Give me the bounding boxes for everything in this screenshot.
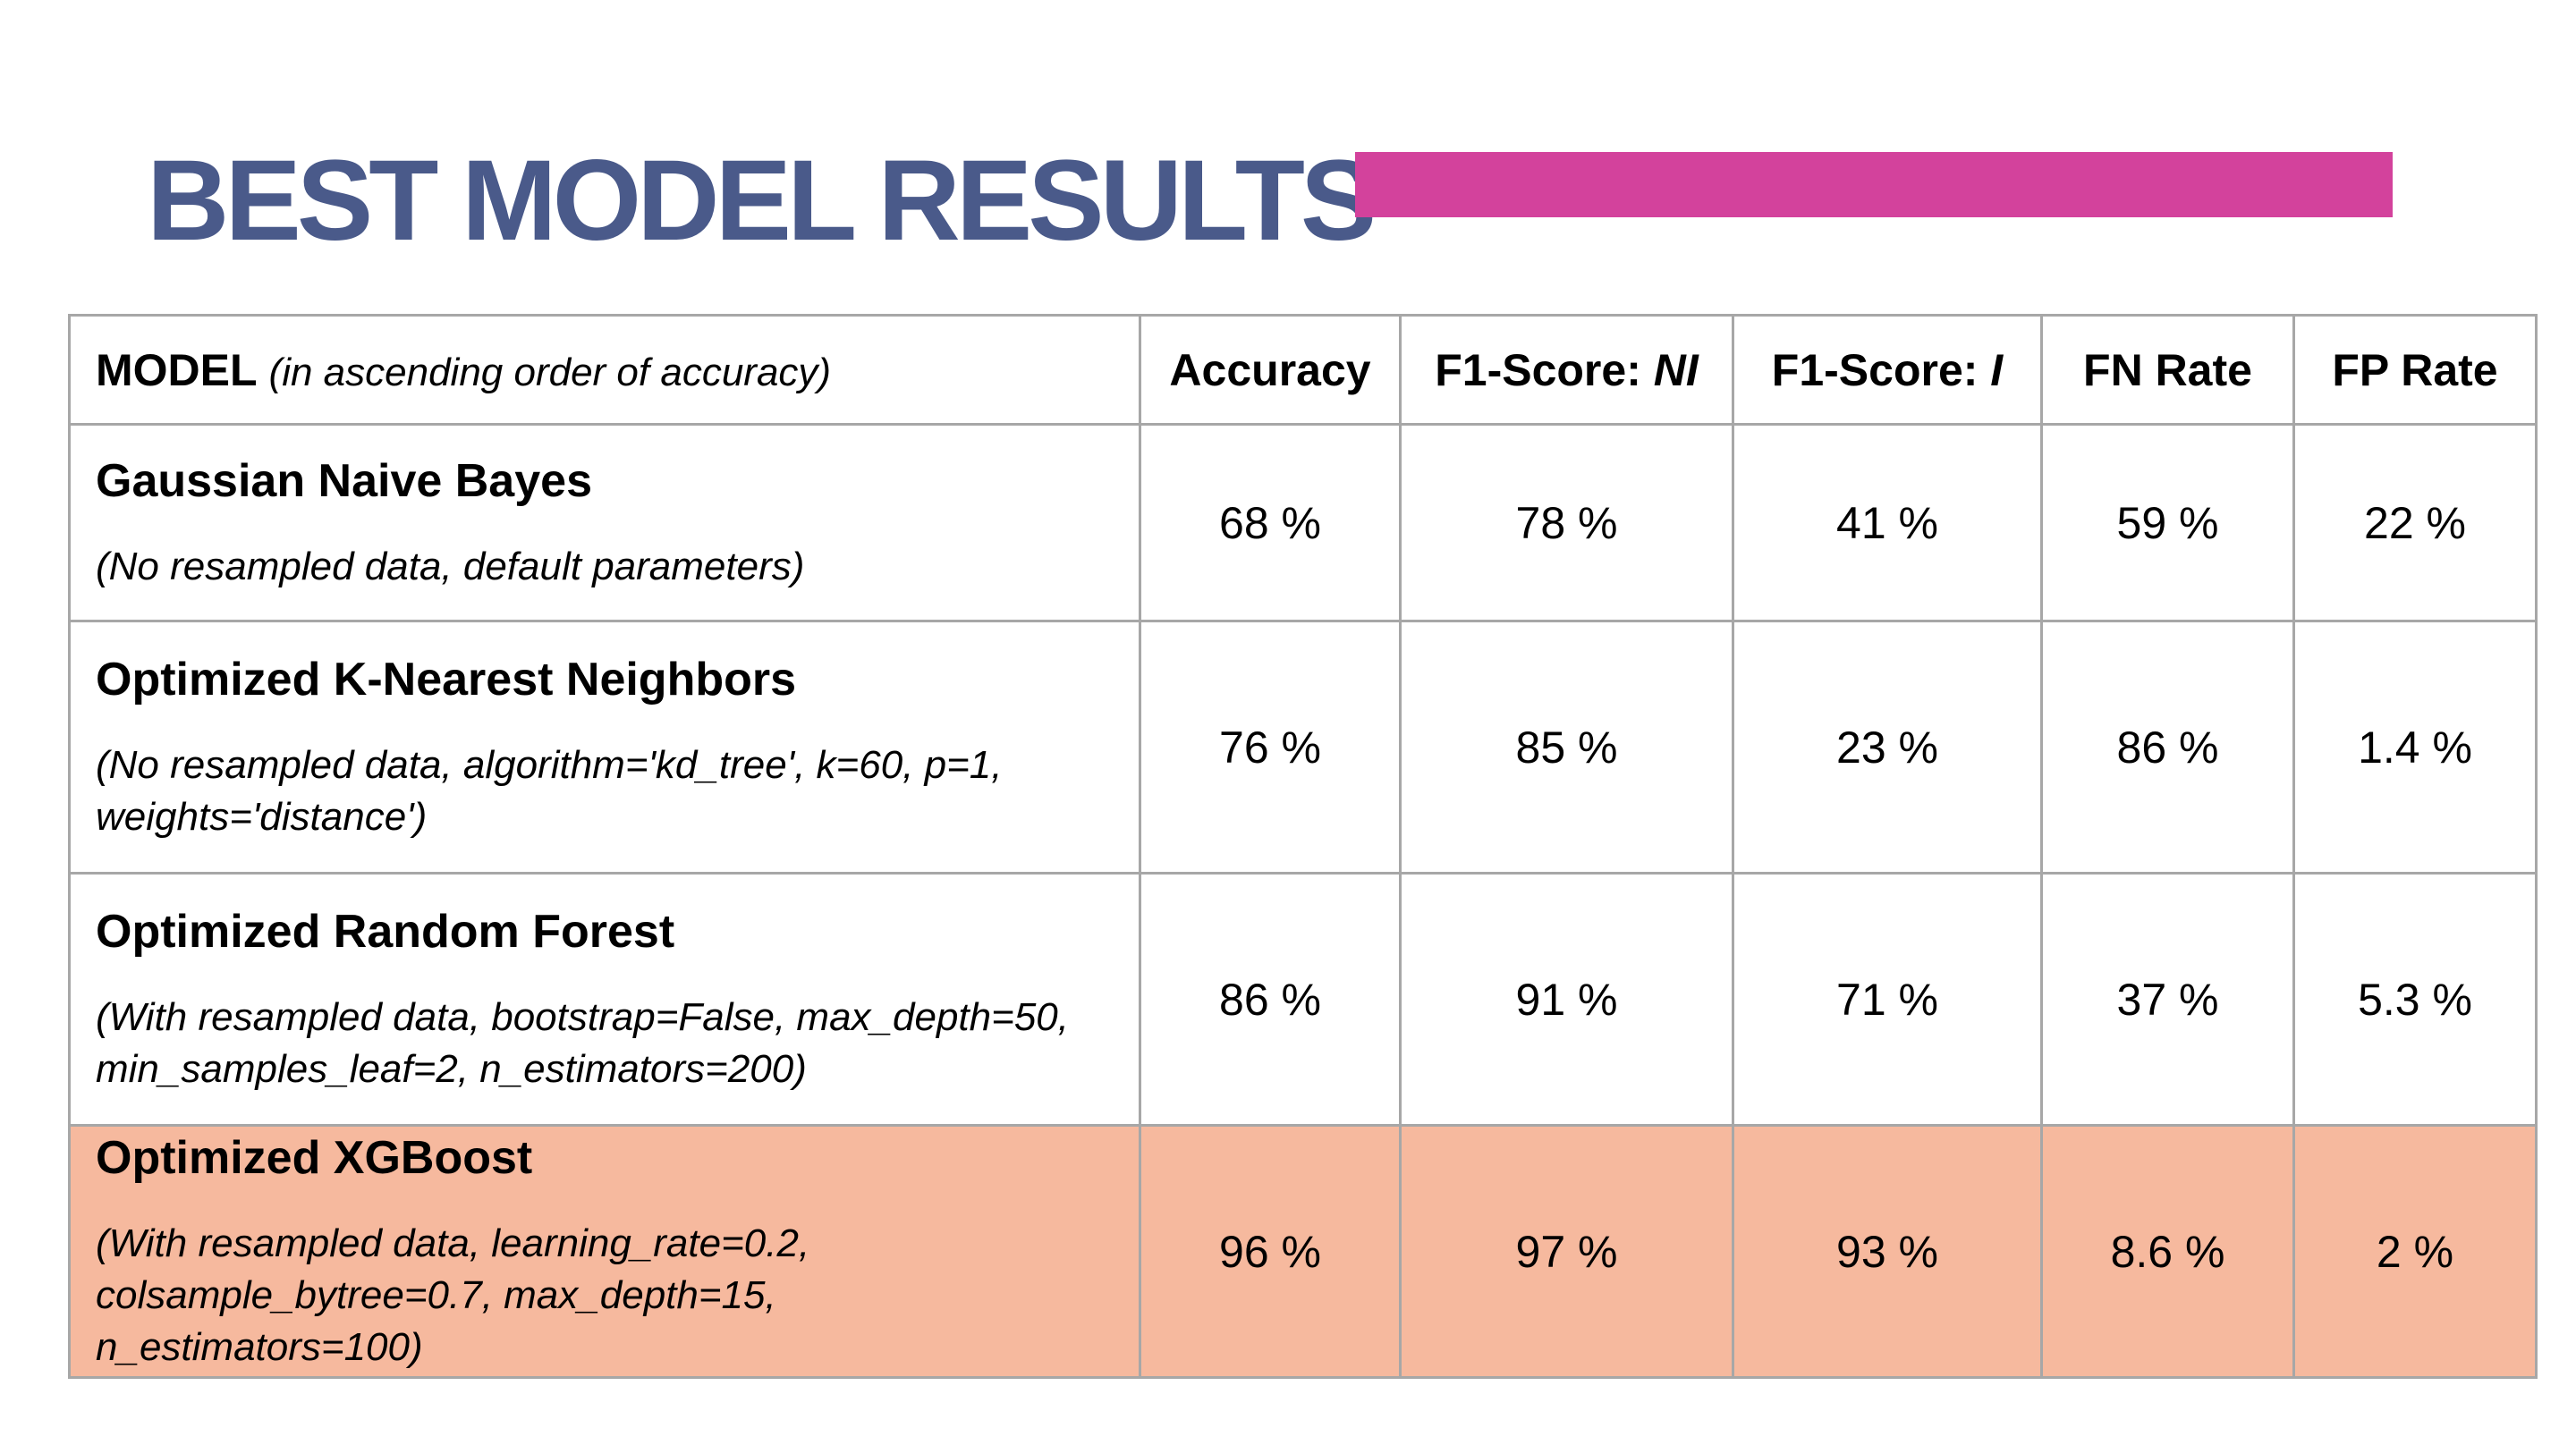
f1-ni-cell: 78 % bbox=[1399, 423, 1734, 622]
table-row: Optimized Random Forest (With resampled … bbox=[68, 872, 2538, 1127]
header-model: MODEL (in ascending order of accuracy) bbox=[68, 314, 1141, 426]
f1-i-cell: 41 % bbox=[1732, 423, 2043, 622]
f1-ni-cell: 97 % bbox=[1399, 1124, 1734, 1379]
header-row: MODEL (in ascending order of accuracy) A… bbox=[68, 314, 2538, 426]
fn-rate-cell: 86 % bbox=[2040, 620, 2295, 875]
fn-rate-cell: 37 % bbox=[2040, 872, 2295, 1127]
header-f1-ni-class: NI bbox=[1653, 344, 1699, 395]
model-cell: Optimized K-Nearest Neighbors (No resamp… bbox=[68, 620, 1141, 875]
header-accuracy: Accuracy bbox=[1139, 314, 1402, 426]
model-name: Optimized K-Nearest Neighbors bbox=[96, 653, 797, 706]
model-cell: Gaussian Naive Bayes (No resampled data,… bbox=[68, 423, 1141, 622]
fp-rate-cell: 5.3 % bbox=[2292, 872, 2538, 1127]
header-f1-ni: F1-Score: NI bbox=[1399, 314, 1734, 426]
header-fn-rate: FN Rate bbox=[2040, 314, 2295, 426]
table-row-highlighted: Optimized XGBoost (With resampled data, … bbox=[68, 1124, 2538, 1379]
header-f1-ni-prefix: F1-Score: bbox=[1435, 344, 1654, 395]
fn-rate-cell: 8.6 % bbox=[2040, 1124, 2295, 1379]
model-name: Optimized Random Forest bbox=[96, 905, 675, 958]
fn-rate-cell: 59 % bbox=[2040, 423, 2295, 622]
model-params: (With resampled data, bootstrap=False, m… bbox=[96, 994, 1069, 1091]
header-fp-rate: FP Rate bbox=[2292, 314, 2538, 426]
header-model-note: (in ascending order of accuracy) bbox=[268, 350, 832, 394]
header-f1-i-class: I bbox=[1990, 344, 2004, 395]
table-row: Gaussian Naive Bayes (No resampled data,… bbox=[68, 423, 2538, 622]
accuracy-cell: 68 % bbox=[1139, 423, 1402, 622]
accuracy-cell: 96 % bbox=[1139, 1124, 1402, 1379]
accent-bar bbox=[1355, 152, 2393, 217]
slide-title: BEST MODEL RESULTS bbox=[147, 137, 1377, 265]
fp-rate-cell: 22 % bbox=[2292, 423, 2538, 622]
model-cell: Optimized XGBoost (With resampled data, … bbox=[68, 1124, 1141, 1379]
fp-rate-cell: 2 % bbox=[2292, 1124, 2538, 1379]
model-name: Optimized XGBoost bbox=[96, 1131, 533, 1184]
accuracy-cell: 76 % bbox=[1139, 620, 1402, 875]
model-cell: Optimized Random Forest (With resampled … bbox=[68, 872, 1141, 1127]
header-f1-i-prefix: F1-Score: bbox=[1771, 344, 1991, 395]
f1-i-cell: 93 % bbox=[1732, 1124, 2043, 1379]
results-table: MODEL (in ascending order of accuracy) A… bbox=[68, 314, 2538, 1379]
model-params: (With resampled data, learning_rate=0.2,… bbox=[96, 1221, 810, 1369]
f1-i-cell: 71 % bbox=[1732, 872, 2043, 1127]
f1-ni-cell: 85 % bbox=[1399, 620, 1734, 875]
accuracy-cell: 86 % bbox=[1139, 872, 1402, 1127]
fp-rate-cell: 1.4 % bbox=[2292, 620, 2538, 875]
model-name: Gaussian Naive Bayes bbox=[96, 454, 592, 507]
f1-i-cell: 23 % bbox=[1732, 620, 2043, 875]
table-row: Optimized K-Nearest Neighbors (No resamp… bbox=[68, 620, 2538, 875]
f1-ni-cell: 91 % bbox=[1399, 872, 1734, 1127]
model-params: (No resampled data, default parameters) bbox=[96, 544, 805, 588]
header-model-label: MODEL bbox=[96, 344, 257, 395]
header-f1-i: F1-Score: I bbox=[1732, 314, 2043, 426]
model-params: (No resampled data, algorithm='kd_tree',… bbox=[96, 742, 1003, 839]
